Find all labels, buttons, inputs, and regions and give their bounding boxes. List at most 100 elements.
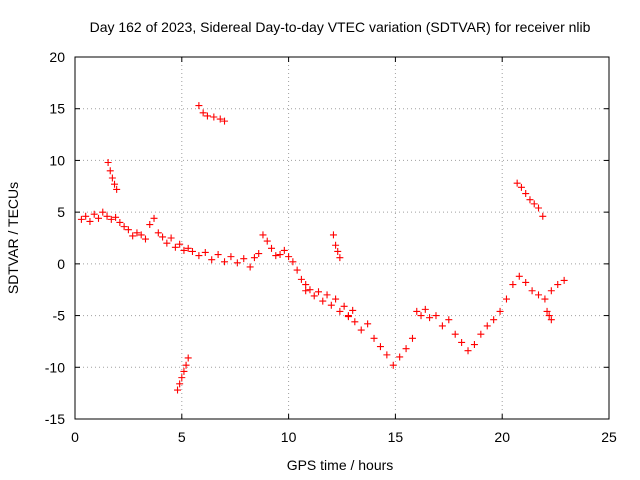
- data-point: [259, 231, 267, 239]
- data-point: [108, 174, 116, 182]
- data-point: [522, 278, 530, 286]
- data-point: [178, 374, 186, 382]
- data-point: [208, 256, 216, 264]
- data-point: [413, 307, 421, 315]
- data-point: [182, 361, 190, 369]
- data-point: [496, 307, 504, 315]
- data-point: [470, 341, 478, 349]
- data-point: [315, 288, 323, 296]
- data-point: [402, 345, 410, 353]
- data-point: [543, 307, 551, 315]
- series-arc-6: [276, 246, 310, 295]
- data-point: [349, 306, 357, 314]
- x-axis-label: GPS time / hours: [287, 457, 394, 473]
- series-arc-7: [302, 281, 357, 321]
- data-point: [332, 241, 340, 249]
- data-point: [104, 158, 112, 166]
- plot-frame: [74, 56, 610, 420]
- data-point: [421, 305, 429, 313]
- data-point: [250, 254, 258, 262]
- data-point: [560, 276, 568, 284]
- data-point: [112, 213, 120, 221]
- y-tick-label: 0: [57, 256, 65, 272]
- data-point: [107, 215, 115, 223]
- x-tick-label: 15: [388, 429, 404, 445]
- data-point: [195, 102, 203, 110]
- data-point: [306, 286, 314, 294]
- data-point: [129, 232, 137, 240]
- data-point: [86, 217, 94, 225]
- data-point: [513, 179, 521, 187]
- data-point: [246, 263, 254, 271]
- data-point: [376, 343, 384, 351]
- data-point: [426, 314, 434, 322]
- data-point: [370, 334, 378, 342]
- data-point: [483, 322, 491, 330]
- data-point: [535, 204, 543, 212]
- data-point: [176, 240, 184, 248]
- data-point: [329, 231, 337, 239]
- data-point: [539, 212, 547, 220]
- series-arc-4: [188, 247, 254, 271]
- data-point: [77, 215, 85, 223]
- chart-title: Day 162 of 2023, Sidereal Day-to-day VTE…: [90, 19, 591, 35]
- data-points: [77, 102, 568, 394]
- series-arc-rise-1: [104, 158, 121, 193]
- data-point: [396, 353, 404, 361]
- y-tick-label: -5: [53, 308, 66, 324]
- data-point: [180, 246, 188, 254]
- y-tick-label: -10: [45, 359, 65, 375]
- data-point: [103, 212, 111, 220]
- data-point: [137, 231, 145, 239]
- data-point: [340, 302, 348, 310]
- x-tick-label: 10: [281, 429, 297, 445]
- series-arc-12: [543, 307, 555, 324]
- data-point: [106, 167, 114, 175]
- data-point: [113, 185, 121, 193]
- data-point: [517, 183, 525, 191]
- data-point: [323, 291, 331, 299]
- data-point: [272, 252, 280, 260]
- data-point: [545, 312, 553, 320]
- data-point: [227, 253, 235, 261]
- data-point: [344, 312, 352, 320]
- y-tick-label: 20: [49, 49, 65, 65]
- series-arc-main-early: [77, 208, 124, 226]
- data-point: [188, 247, 196, 255]
- data-point: [174, 386, 182, 394]
- data-point: [159, 233, 167, 241]
- data-point: [99, 208, 107, 216]
- y-tick-label: 15: [49, 101, 65, 117]
- series-arc-9: [344, 312, 416, 369]
- data-point: [515, 272, 523, 280]
- data-point: [554, 281, 562, 289]
- data-point: [438, 322, 446, 330]
- data-point: [528, 287, 536, 295]
- series-arc-low-1: [174, 354, 192, 394]
- series-arc-11: [432, 272, 568, 355]
- x-tick-label: 25: [601, 429, 617, 445]
- data-point: [167, 234, 175, 242]
- data-point: [336, 307, 344, 315]
- series-arc-10: [413, 305, 434, 322]
- data-point: [280, 246, 288, 254]
- data-point: [120, 223, 128, 231]
- series-arc-high-1: [195, 102, 229, 125]
- grid-lines: [75, 57, 609, 419]
- data-point: [336, 254, 344, 262]
- data-point: [141, 235, 149, 243]
- data-point: [94, 214, 102, 222]
- data-point: [150, 214, 158, 222]
- data-point: [522, 190, 530, 198]
- data-point: [451, 330, 459, 338]
- data-point: [263, 237, 271, 245]
- data-point: [530, 200, 538, 208]
- series-arc-8: [329, 231, 344, 262]
- data-point: [111, 180, 119, 188]
- data-point: [268, 244, 276, 252]
- data-point: [547, 316, 555, 324]
- data-point: [445, 316, 453, 324]
- data-point: [116, 218, 124, 226]
- data-point: [334, 247, 342, 255]
